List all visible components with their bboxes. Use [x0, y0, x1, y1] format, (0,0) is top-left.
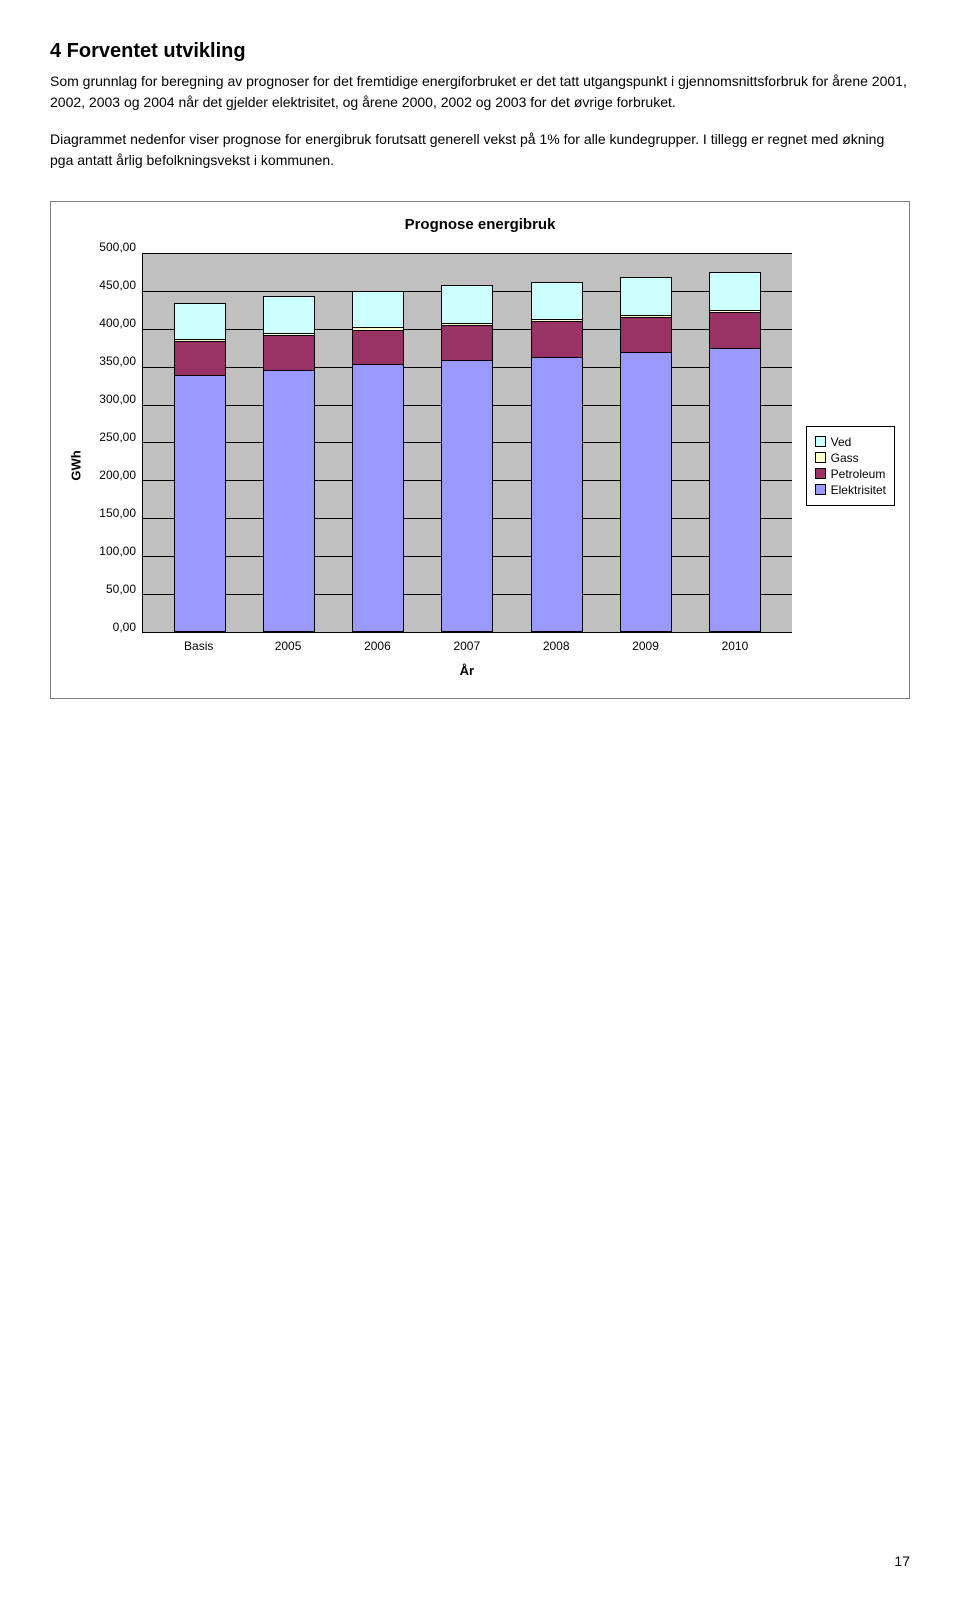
legend-item-gass: Gass: [815, 451, 886, 465]
bar-2006: [352, 291, 404, 632]
legend-item-elektrisitet: Elektrisitet: [815, 483, 886, 497]
segment-elektrisitet: [263, 370, 315, 632]
legend-swatch: [815, 436, 826, 447]
legend-label: Gass: [831, 451, 859, 465]
chart-ylabel: GWh: [69, 450, 84, 480]
chart-legend: Ved Gass Petroleum Elektrisitet: [806, 426, 895, 506]
legend-swatch: [815, 468, 826, 479]
xtick: 2006: [351, 639, 403, 653]
segment-petroleum: [263, 335, 315, 370]
legend-label: Ved: [831, 435, 852, 449]
legend-item-petroleum: Petroleum: [815, 467, 886, 481]
legend-item-ved: Ved: [815, 435, 886, 449]
segment-petroleum: [531, 321, 583, 357]
legend-label: Petroleum: [831, 467, 886, 481]
paragraph-1: Som grunnlag for beregning av prognoser …: [50, 71, 910, 113]
segment-elektrisitet: [352, 364, 404, 632]
segment-ved: [441, 285, 493, 322]
segment-petroleum: [352, 330, 404, 365]
xtick: Basis: [173, 639, 225, 653]
chart-container: Prognose energibruk GWh 500,00450,00400,…: [50, 201, 910, 699]
xtick: 2007: [441, 639, 493, 653]
chart-xlabel: År: [87, 663, 792, 678]
legend-swatch: [815, 484, 826, 495]
legend-label: Elektrisitet: [831, 483, 886, 497]
segment-ved: [174, 303, 226, 339]
paragraph-2: Diagrammet nedenfor viser prognose for e…: [50, 129, 910, 171]
segment-elektrisitet: [531, 357, 583, 632]
bar-2008: [531, 282, 583, 632]
segment-ved: [620, 277, 672, 315]
segment-petroleum: [620, 317, 672, 352]
segment-elektrisitet: [441, 360, 493, 632]
xtick: 2005: [262, 639, 314, 653]
legend-swatch: [815, 452, 826, 463]
xtick: 2010: [709, 639, 761, 653]
chart-xticks: Basis 2005 2006 2007 2008 2009 2010: [142, 633, 792, 653]
bar-2005: [263, 296, 315, 632]
segment-ved: [263, 296, 315, 332]
page-number: 17: [894, 1553, 910, 1569]
segment-ved: [709, 272, 761, 310]
bar-Basis: [174, 303, 226, 632]
bar-2010: [709, 272, 761, 632]
segment-petroleum: [709, 312, 761, 348]
segment-petroleum: [174, 341, 226, 375]
chart-title: Prognose energibruk: [65, 216, 895, 233]
segment-ved: [531, 282, 583, 319]
chart-plot-area: [142, 253, 792, 633]
bar-2007: [441, 285, 493, 632]
xtick: 2008: [530, 639, 582, 653]
segment-ved: [352, 291, 404, 327]
bar-2009: [620, 277, 672, 632]
chart-yticks: 500,00450,00400,00350,00300,00250,00200,…: [87, 253, 142, 633]
segment-petroleum: [441, 325, 493, 360]
section-heading: 4 Forventet utvikling: [50, 40, 910, 63]
segment-elektrisitet: [620, 352, 672, 632]
segment-elektrisitet: [709, 348, 761, 632]
segment-elektrisitet: [174, 375, 226, 632]
xtick: 2009: [620, 639, 672, 653]
